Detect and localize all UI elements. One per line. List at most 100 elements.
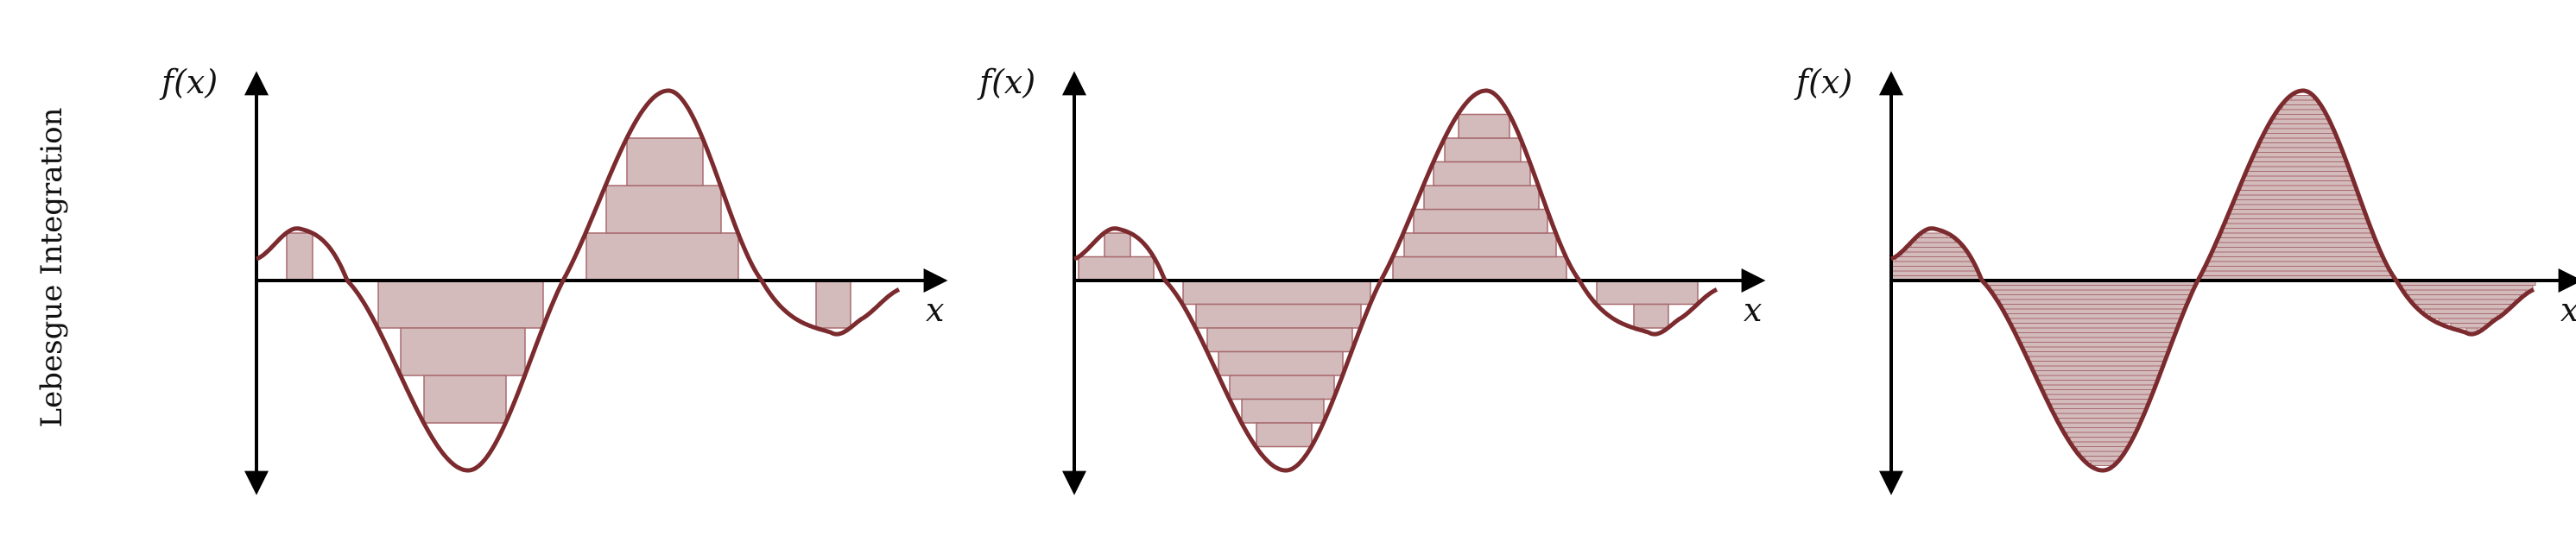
- lebesgue-strip: [2254, 152, 2345, 158]
- lebesgue-strip: [2285, 99, 2319, 105]
- lebesgue-strip: [1910, 242, 1961, 248]
- lebesgue-strip: [2213, 247, 2380, 253]
- lebesgue-strip: [2051, 403, 2148, 409]
- lebesgue-strip: [1195, 303, 1362, 329]
- lebesgue-strip: [2275, 114, 2327, 120]
- lebesgue-strip: [1229, 375, 1335, 400]
- lebesgue-strip: [585, 232, 739, 281]
- lebesgue-strip: [815, 280, 851, 329]
- lebesgue-strip: [2044, 389, 2154, 395]
- lebesgue-strip: [2263, 133, 2337, 139]
- lebesgue-strip: [2019, 337, 2174, 343]
- lebesgue-strip: [1901, 251, 1969, 257]
- lebesgue-strip: [2060, 422, 2139, 428]
- lebesgue-strip: [2076, 446, 2127, 452]
- function-curve: [1890, 88, 2535, 473]
- lebesgue-strip: [1392, 255, 1567, 281]
- lebesgue-strip: [1890, 266, 1977, 272]
- lebesgue-strip: [2207, 261, 2386, 267]
- lebesgue-strip: [2222, 228, 2372, 234]
- lebesgue-strip: [2022, 342, 2172, 348]
- lebesgue-strip: [2226, 218, 2369, 224]
- x-axis-label: x: [926, 291, 944, 329]
- lebesgue-strip: [377, 280, 544, 329]
- lebesgue-strip: [1999, 299, 2188, 305]
- lebesgue-strip: [2266, 128, 2334, 134]
- lebesgue-strip: [2069, 437, 2132, 443]
- lebesgue-strip: [2216, 242, 2378, 248]
- lebesgue-strip: [2236, 194, 2360, 200]
- lebesgue-strip: [2048, 399, 2149, 405]
- lebesgue-strip: [2053, 408, 2146, 414]
- lebesgue-strip: [2090, 460, 2115, 466]
- lebesgue-strip: [1413, 208, 1548, 234]
- lebesgue-strip: [1890, 261, 1974, 267]
- lebesgue-strip: [2004, 308, 2184, 314]
- lebesgue-strip: [2402, 285, 2534, 291]
- lebesgue-strip: [2033, 365, 2162, 371]
- lebesgue-strip: [2438, 318, 2492, 324]
- lebesgue-strip: [2228, 213, 2367, 219]
- lebesgue-strip: [2423, 308, 2505, 314]
- lebesgue-strip: [2417, 304, 2510, 310]
- x-axis-label: x: [1744, 291, 1762, 329]
- panel-fine: f(x) x: [1794, 63, 2576, 495]
- lebesgue-strip: [2016, 332, 2175, 338]
- lebesgue-strip: [1078, 255, 1155, 281]
- lebesgue-strip: [2408, 294, 2521, 300]
- lebesgue-strip: [1444, 137, 1522, 163]
- lebesgue-strip: [626, 137, 704, 186]
- lebesgue-strip: [2252, 156, 2346, 162]
- lebesgue-strip: [2237, 190, 2358, 196]
- lebesgue-strip: [2250, 161, 2348, 167]
- lebesgue-strip: [605, 185, 722, 234]
- lebesgue-strip: [2205, 266, 2389, 272]
- lebesgue-strip: [1182, 280, 1371, 306]
- y-axis-label: f(x): [977, 63, 1035, 101]
- lebesgue-strip: [2041, 384, 2155, 390]
- lebesgue-strip: [2015, 327, 2177, 333]
- lebesgue-strip: [2046, 394, 2152, 400]
- x-axis-label: x: [2560, 291, 2576, 329]
- lebesgue-strip: [2010, 318, 2180, 324]
- lebesgue-strip: [2209, 256, 2384, 262]
- lebesgue-strip: [2007, 313, 2182, 319]
- lebesgue-strip: [2026, 351, 2168, 357]
- lebesgue-strip: [1990, 285, 2194, 291]
- lebesgue-strip: [400, 327, 526, 376]
- lebesgue-strip: [2012, 323, 2179, 329]
- lebesgue-strip: [2202, 270, 2391, 276]
- lebesgue-strip: [1423, 185, 1540, 211]
- lebesgue-strip: [1433, 161, 1531, 186]
- lebesgue-strip: [1890, 270, 1979, 276]
- panel-coarse: f(x) x: [159, 63, 948, 495]
- lebesgue-strip: [2230, 209, 2365, 215]
- panel-medium: f(x) x: [977, 63, 1766, 495]
- lebesgue-strip: [2429, 313, 2498, 319]
- lebesgue-strip: [2030, 361, 2164, 367]
- lebesgue-strip: [2063, 427, 2137, 433]
- lebesgue-strip: [2450, 323, 2486, 329]
- lebesgue-strip: [2035, 370, 2161, 376]
- lebesgue-strip: [2231, 204, 2364, 210]
- lebesgue-strip: [1206, 327, 1353, 353]
- lebesgue-strip: [2413, 299, 2516, 305]
- y-axis-label: f(x): [159, 63, 218, 101]
- function-curve: [1073, 88, 1718, 473]
- lebesgue-strip: [1241, 398, 1325, 424]
- lebesgue-strip: [2218, 237, 2376, 243]
- lebesgue-strip: [2029, 356, 2166, 362]
- lebesgue-strip: [2023, 346, 2170, 352]
- lebesgue-strip: [2242, 180, 2355, 186]
- lebesgue-strip: [2405, 289, 2527, 295]
- lebesgue-strip: [1596, 280, 1699, 306]
- lebesgue-strip: [1403, 232, 1557, 258]
- lebesgue-strip: [2073, 441, 2130, 447]
- lebesgue-strip: [1895, 256, 1972, 262]
- lebesgue-strip: [1996, 294, 2190, 300]
- lebesgue-bars: [286, 137, 851, 424]
- lebesgue-strip: [2271, 118, 2330, 124]
- lebesgue-strip: [2248, 166, 2350, 172]
- lebesgue-strip: [2261, 137, 2339, 143]
